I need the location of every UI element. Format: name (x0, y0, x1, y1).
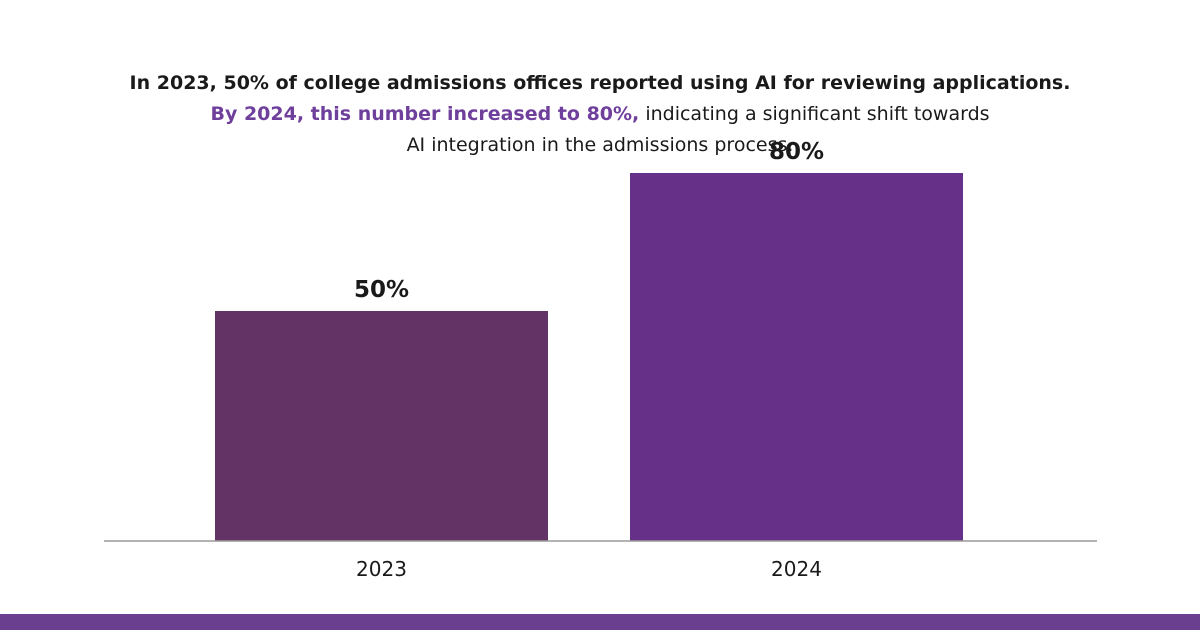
bars-layer (215, 173, 963, 541)
caption-line-1: In 2023, 50% of college admissions offic… (129, 72, 1071, 94)
bar-2023 (215, 311, 548, 541)
chart-caption: In 2023, 50% of college admissions offic… (0, 68, 1200, 161)
labels-layer: 50% 2023 80% 2024 (354, 139, 824, 581)
caption-highlight: By 2024, this number increased to 80%, (210, 103, 640, 125)
caption-line-2: By 2024, this number increased to 80%, i… (0, 99, 1200, 130)
value-label-2024: 80% (769, 139, 824, 165)
x-tick-label-2024: 2024 (771, 557, 822, 581)
caption-line-3: AI integration in the admissions process… (406, 134, 794, 156)
footer-bar (0, 614, 1200, 630)
value-label-2023: 50% (354, 277, 409, 303)
x-tick-label-2023: 2023 (356, 557, 407, 581)
bar-2024 (630, 173, 963, 541)
caption-line-2-rest: indicating a significant shift towards (639, 103, 990, 125)
